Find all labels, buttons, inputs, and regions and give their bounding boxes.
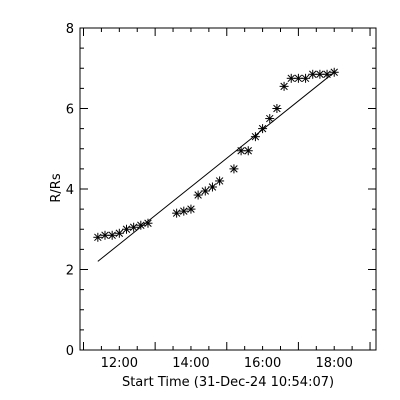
data-point	[121, 224, 131, 234]
x-axis-title: Start Time (31-Dec-24 10:54:07)	[122, 375, 334, 390]
data-point	[265, 114, 275, 124]
data-point	[215, 176, 225, 186]
data-point	[200, 186, 210, 196]
data-point	[243, 146, 253, 156]
asterisk-stroke	[301, 74, 310, 83]
data-point	[329, 67, 339, 77]
data-point	[301, 73, 311, 83]
asterisk-stroke	[201, 187, 210, 195]
asterisk-stroke	[208, 183, 217, 191]
data-point	[172, 208, 182, 218]
data-point	[107, 230, 117, 240]
x-tick-label: 18:00	[315, 356, 352, 371]
asterisk-stroke	[316, 70, 324, 79]
asterisk-stroke	[237, 147, 245, 155]
y-tick-label: 8	[66, 22, 74, 37]
data-point	[193, 190, 203, 200]
asterisk-stroke	[101, 231, 109, 240]
asterisk-stroke	[280, 82, 288, 91]
asterisk-stroke	[187, 205, 195, 213]
y-tick-label: 4	[66, 183, 74, 198]
data-point	[129, 222, 139, 232]
data-point	[179, 206, 189, 216]
asterisk-stroke	[294, 74, 303, 83]
asterisk-stroke	[129, 223, 138, 231]
data-point	[186, 204, 196, 214]
data-point	[250, 132, 260, 142]
data-point	[93, 232, 103, 242]
asterisk-stroke	[115, 229, 124, 238]
asterisk-stroke	[144, 219, 152, 227]
x-tick-label: 14:00	[172, 356, 209, 371]
data-marks	[93, 67, 339, 262]
x-tick-label: 12:00	[101, 356, 138, 371]
asterisk-stroke	[244, 147, 252, 155]
asterisk-stroke	[137, 221, 145, 229]
plot-frame	[79, 27, 377, 351]
asterisk-stroke	[122, 225, 131, 233]
asterisk-stroke	[180, 207, 188, 215]
asterisk-stroke	[251, 132, 260, 141]
fit-line	[97, 71, 335, 262]
asterisk-stroke	[308, 70, 317, 79]
data-point	[136, 220, 146, 230]
y-tick-label: 6	[66, 103, 74, 118]
data-point	[114, 228, 124, 238]
data-point	[279, 81, 289, 91]
data-point	[315, 69, 325, 79]
asterisk-stroke	[172, 209, 181, 217]
data-point	[293, 73, 303, 83]
asterisk-stroke	[266, 114, 274, 123]
asterisk-stroke	[215, 177, 224, 185]
asterisk-stroke	[273, 104, 281, 113]
y-tick-label: 0	[66, 344, 74, 359]
asterisk-stroke	[230, 165, 238, 173]
x-axis: 12:00 14:00 16:00 18:00	[83, 28, 371, 371]
asterisk-stroke	[94, 233, 102, 242]
y-axis-title: R/Rs	[49, 173, 64, 202]
asterisk-stroke	[323, 70, 331, 79]
data-point	[207, 182, 217, 192]
x-tick-label: 16:00	[244, 356, 281, 371]
data-point	[272, 104, 282, 113]
asterisk-stroke	[194, 191, 202, 199]
data-point	[229, 164, 239, 174]
asterisk-stroke	[287, 74, 295, 83]
asterisk-stroke	[108, 231, 116, 240]
y-axis: 0 2 4 6 8	[66, 22, 376, 359]
y-tick-label: 2	[66, 264, 74, 279]
